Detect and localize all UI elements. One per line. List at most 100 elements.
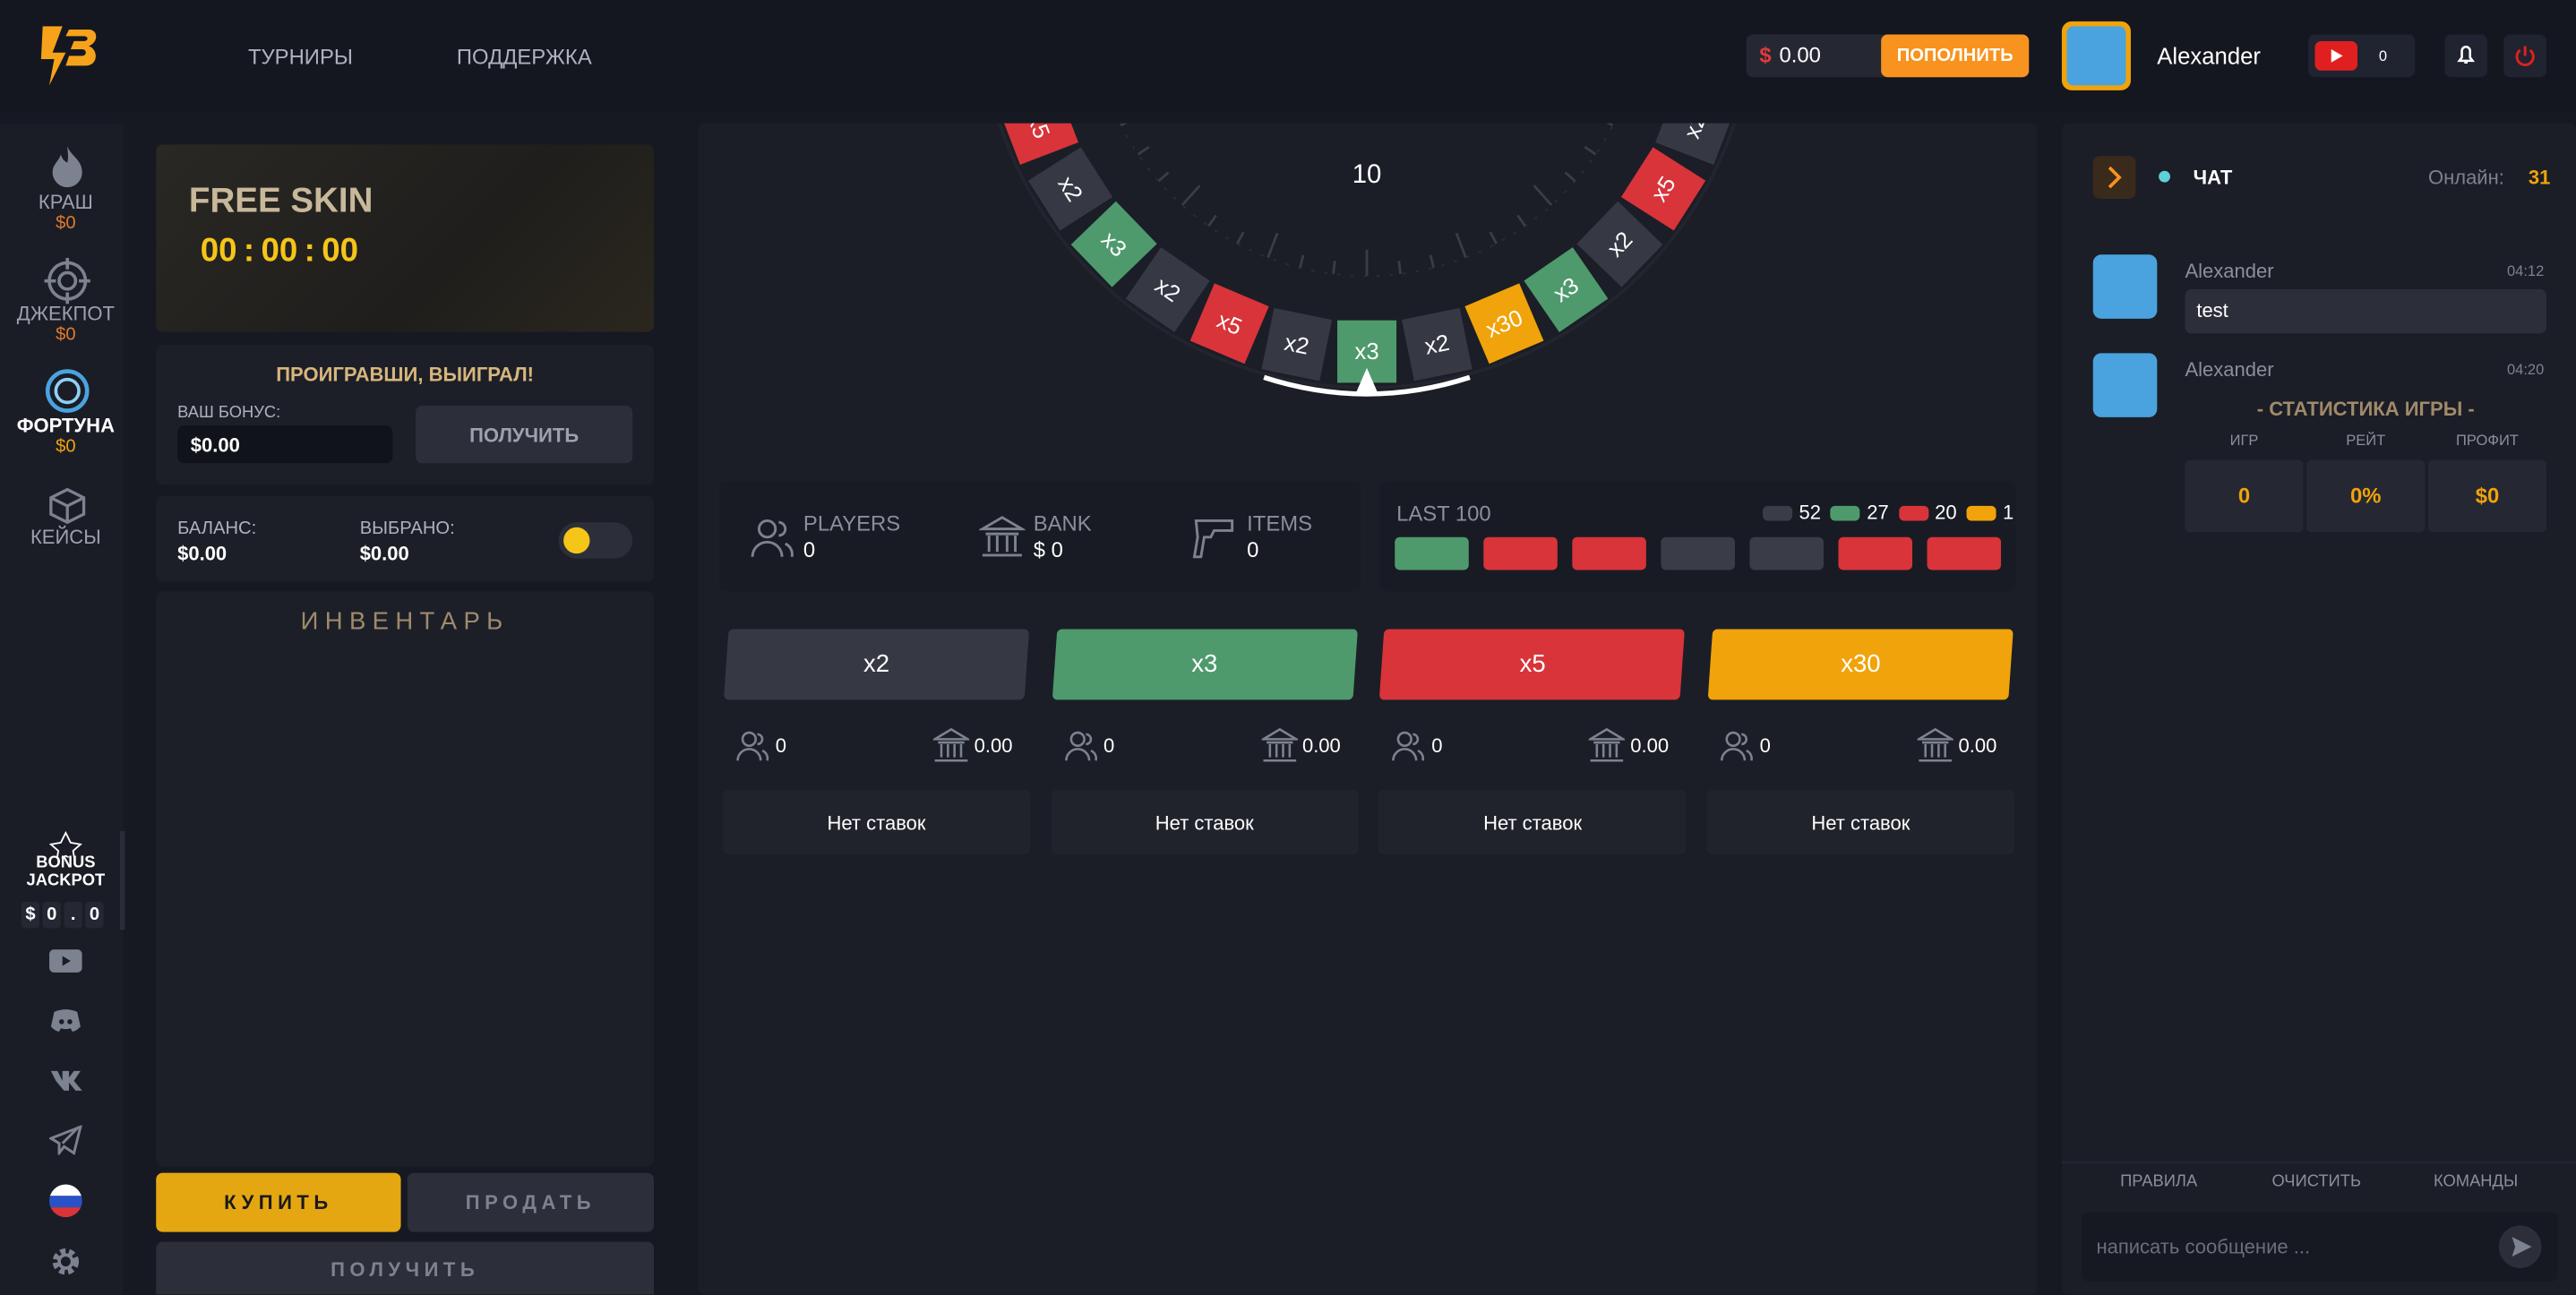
nav-link[interactable]: ТУРНИРЫ <box>247 44 353 70</box>
timer-part: : <box>304 233 315 270</box>
bet-players: 0 <box>1759 733 1771 758</box>
chat-link[interactable]: ОЧИСТИТЬ <box>2271 1172 2362 1191</box>
chat-toggle[interactable] <box>2092 156 2136 199</box>
bet-bank: 0.00 <box>974 733 1013 758</box>
timer-part: : <box>243 233 255 270</box>
dial-tick <box>1489 231 1498 244</box>
stat-col-box <box>2306 459 2426 533</box>
chat-input[interactable] <box>2081 1212 2558 1282</box>
bet-label: x2 <box>863 650 890 679</box>
crash-icon[interactable] <box>47 144 87 188</box>
game-amount: $0 <box>56 325 76 346</box>
wheel-tile: x2 <box>1027 147 1113 231</box>
bonus-title: ПРОИГРАВШИ, ВЫИГРАЛ! <box>276 363 535 387</box>
bet-label: x3 <box>1191 650 1218 679</box>
stat-label: ITEMS <box>1247 510 1313 536</box>
stat-value: 0 <box>803 536 816 562</box>
wheel-tile: x5 <box>1189 283 1269 364</box>
message-avatar[interactable] <box>2092 254 2158 319</box>
dial-tick <box>1606 123 1614 127</box>
cases-icon[interactable] <box>46 481 89 525</box>
bank-icon <box>979 516 1026 557</box>
game-amount: $0 <box>56 213 76 234</box>
receive-button[interactable]: ПОЛУЧИТЬ <box>156 1241 655 1295</box>
chat-link[interactable]: ПРАВИЛА <box>2120 1172 2198 1191</box>
get-bonus-button[interactable]: ПОЛУЧИТЬ <box>416 406 633 464</box>
wheel-tile: x3 <box>1070 201 1157 287</box>
logo[interactable] <box>36 23 99 89</box>
balance-label: БАЛАНС: <box>177 519 257 539</box>
wheel-tile: x5 <box>999 123 1078 165</box>
stat-value: $ 0 <box>1033 536 1063 562</box>
telegram-link[interactable] <box>49 1125 82 1155</box>
sidebar <box>0 123 124 1295</box>
bell-button[interactable] <box>2444 34 2487 78</box>
no-bets-box <box>1706 790 2014 854</box>
wheel-tile: x2 <box>1125 247 1210 332</box>
selected-value: $0.00 <box>359 542 409 565</box>
history-item <box>1572 536 1646 570</box>
username[interactable]: Alexander <box>2157 42 2261 70</box>
fortune-icon[interactable] <box>45 368 90 414</box>
players-icon <box>751 519 794 558</box>
wheel-tile: x2 <box>1402 307 1473 382</box>
players-icon <box>1721 729 1754 762</box>
deposit-button[interactable]: ПОПОЛНИТЬ <box>1881 34 2030 78</box>
message-bubble <box>2185 288 2547 334</box>
wheel-tile: x30 <box>1464 283 1544 364</box>
settings-icon[interactable] <box>49 1245 82 1278</box>
tile-bg <box>1576 201 1663 287</box>
tile-bg <box>1125 247 1210 332</box>
nav-link[interactable]: ПОДДЕРЖКА <box>456 44 592 70</box>
stat-label: PLAYERS <box>803 510 901 536</box>
no-bets-box <box>723 790 1031 854</box>
game-label[interactable]: ДЖЕКПОТ <box>16 302 115 326</box>
youtube-link[interactable] <box>49 949 82 975</box>
currency: $ <box>1759 42 1772 68</box>
message-user[interactable]: Alexander <box>2185 357 2274 382</box>
chat-link[interactable]: КОМАНДЫ <box>2434 1172 2519 1191</box>
game-label[interactable]: КЕЙСЫ <box>30 525 101 549</box>
free-skin-timer: 00:00:00 <box>201 233 358 270</box>
dial-tick <box>1299 254 1305 269</box>
stat-col-box <box>2427 459 2547 533</box>
timer-part: 00 <box>200 233 237 270</box>
logout-button[interactable] <box>2503 34 2547 78</box>
avatar[interactable] <box>2061 21 2131 90</box>
discord-link[interactable] <box>49 1007 82 1033</box>
players-icon <box>736 729 769 762</box>
items-icon <box>1192 519 1234 559</box>
message-time: 04:12 <box>2506 262 2545 279</box>
bank-icon <box>931 727 972 764</box>
online-count: 31 <box>2528 166 2551 189</box>
bonus-jackpot-title: JACKPOT <box>26 871 106 891</box>
message-avatar[interactable] <box>2092 353 2158 417</box>
language-flag[interactable] <box>49 1184 82 1218</box>
dial-tick <box>1120 123 1129 127</box>
toggle[interactable] <box>558 522 633 559</box>
dial-tick <box>1137 145 1150 156</box>
game-label[interactable]: КРАШ <box>38 190 93 214</box>
free-skin-card[interactable] <box>156 144 655 332</box>
header <box>0 0 2576 112</box>
buy-button[interactable]: КУПИТЬ <box>156 1172 401 1232</box>
bonus-jackpot-title: BONUS <box>36 853 96 872</box>
last100-title: LAST 100 <box>1396 501 1491 526</box>
game-label[interactable]: ФОРТУНА <box>16 414 115 437</box>
dial-tick <box>1181 184 1201 206</box>
jackpot-icon[interactable] <box>44 257 90 304</box>
youtube-icon <box>2314 40 2358 71</box>
message-user[interactable]: Alexander <box>2185 259 2274 283</box>
stat-col-label: ИГР <box>2229 432 2259 449</box>
dial-tick <box>1516 214 1526 227</box>
vk-link[interactable] <box>49 1068 85 1091</box>
game-panel <box>698 123 2038 1295</box>
tile-bg <box>1620 147 1706 231</box>
send-button[interactable] <box>2498 1225 2542 1269</box>
sell-button[interactable]: ПРОДАТЬ <box>407 1172 655 1232</box>
dial-tick <box>1533 184 1553 206</box>
stat-label: BANK <box>1033 510 1092 536</box>
